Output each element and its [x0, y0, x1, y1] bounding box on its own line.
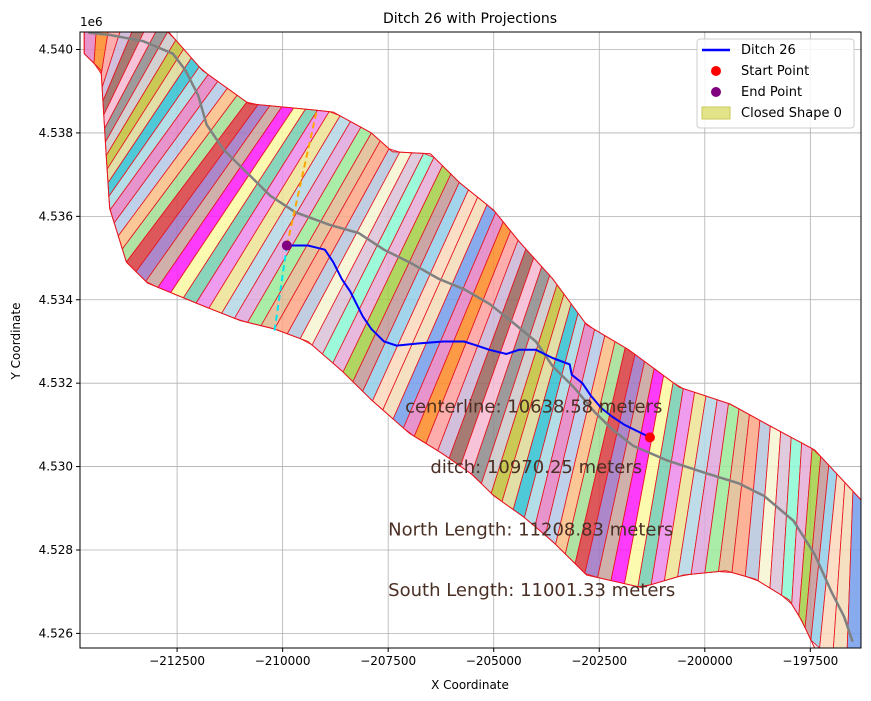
legend-swatch-point — [711, 87, 721, 97]
y-tick-label: 4.538 — [39, 126, 73, 140]
start-point — [644, 432, 655, 443]
closed-shape-edge — [83, 32, 861, 648]
y-tick-label: 4.540 — [39, 43, 73, 57]
y-tick-label: 4.532 — [39, 376, 73, 390]
y-axis-label: Y Coordinate — [9, 303, 23, 381]
x-tick-label: −202500 — [571, 654, 627, 668]
x-tick-label: −205000 — [466, 654, 522, 668]
x-tick-label: −207500 — [360, 654, 416, 668]
x-tick-label: −197500 — [782, 654, 838, 668]
legend-label: Ditch 26 — [741, 43, 796, 58]
length-annotation: South Length: 11001.33 meters — [388, 580, 675, 601]
x-axis-label: X Coordinate — [431, 678, 509, 692]
x-tick-label: −210000 — [255, 654, 311, 668]
x-tick-label: −212500 — [149, 654, 205, 668]
legend-label: Closed Shape 0 — [741, 106, 842, 121]
y-tick-label: 4.526 — [39, 626, 73, 640]
closed-shape-outline — [83, 32, 861, 648]
legend-label: Start Point — [741, 64, 809, 79]
legend: Ditch 26 Start Point End Point Closed Shape… — [696, 38, 855, 129]
y-tick-label: 4.534 — [39, 293, 73, 307]
legend-swatch-patch — [701, 106, 731, 120]
end-point — [281, 240, 292, 251]
south-projection — [273, 245, 288, 334]
centerline — [88, 32, 854, 643]
ditch-26-line — [286, 244, 651, 439]
legend-label: End Point — [741, 85, 802, 100]
annotations: centerline: 10638.58 meters ditch: 10970.… — [388, 396, 675, 601]
plot-area: centerline: 10638.58 meters ditch: 10970.… — [83, 32, 861, 648]
y-tick-label: 4.528 — [39, 543, 73, 557]
x-tick-label: −200000 — [677, 654, 733, 668]
plot-frame — [79, 31, 862, 649]
y-tick-label: 4.536 — [39, 209, 73, 223]
length-annotation: North Length: 11208.83 meters — [388, 519, 673, 540]
projection-wedges — [83, 32, 861, 648]
length-annotation: ditch: 10970.25 meters — [430, 457, 642, 478]
north-projection — [285, 111, 318, 246]
legend-swatch-point — [711, 66, 721, 76]
chart-title: Ditch 26 with Projections — [383, 11, 557, 27]
axis-ticks: −212500 −210000 −207500 −205000 −202500 −2000… — [39, 43, 839, 668]
y-tick-label: 4.530 — [39, 460, 73, 474]
y-offset-label: 1e6 — [80, 15, 103, 29]
lines — [88, 32, 854, 643]
length-annotation: centerline: 10638.58 meters — [405, 396, 662, 417]
legend-box — [696, 38, 855, 129]
